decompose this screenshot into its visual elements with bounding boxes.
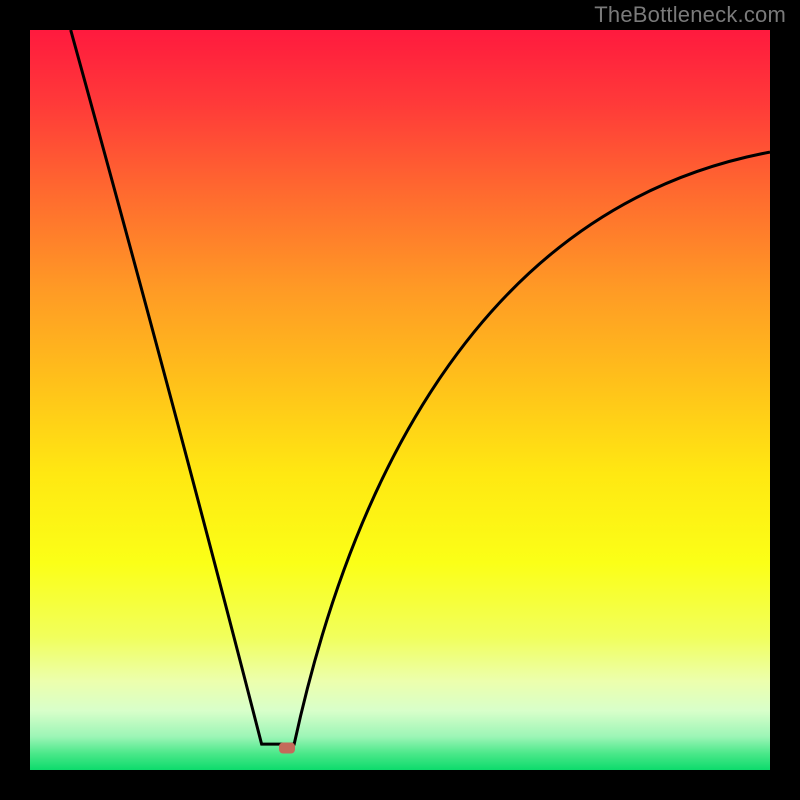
- watermark-text: TheBottleneck.com: [594, 2, 786, 28]
- plot-area: [30, 30, 770, 770]
- chart-frame: TheBottleneck.com: [0, 0, 800, 800]
- optimal-point-marker: [279, 742, 295, 753]
- bottleneck-curve: [30, 30, 770, 770]
